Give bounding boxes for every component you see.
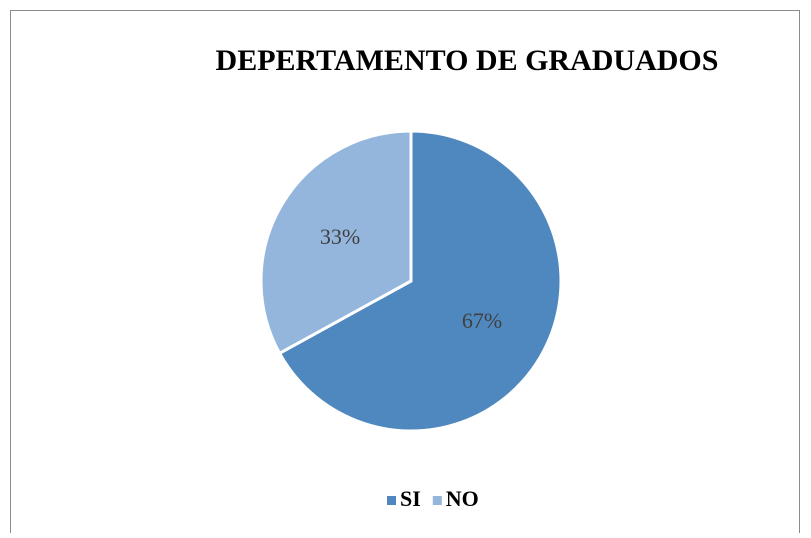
pie-slice bbox=[259, 129, 413, 356]
chart-title: DEPERTAMENTO DE GRADUADOS bbox=[216, 44, 719, 77]
legend-label: NO bbox=[446, 486, 479, 511]
slice-label: 33% bbox=[320, 224, 360, 249]
slice-label: 67% bbox=[462, 308, 502, 333]
legend-label: SI bbox=[400, 486, 421, 511]
legend-swatch bbox=[432, 496, 442, 505]
pie-slice bbox=[277, 129, 563, 433]
legend-swatch bbox=[387, 496, 396, 505]
